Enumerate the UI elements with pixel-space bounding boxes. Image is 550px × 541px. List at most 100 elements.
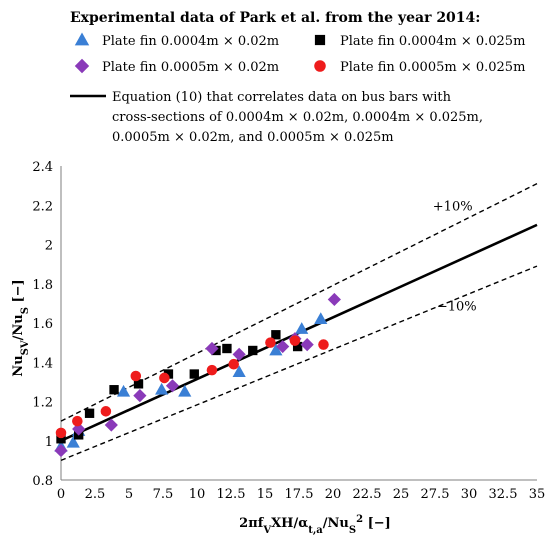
x-tick-label: 15	[257, 487, 274, 502]
data-point-square	[292, 341, 303, 352]
x-tick-label: 5	[125, 487, 133, 502]
axis-label-part: 2πf	[239, 516, 265, 531]
axis-label-part: /Nu	[11, 314, 26, 340]
data-point-square	[189, 369, 199, 379]
legend-heading: Experimental data of Park et al. from th…	[70, 10, 480, 26]
data-point-square	[271, 330, 281, 340]
y-tick-label: 2.2	[32, 199, 53, 214]
y-axis-label: NuSV/NuS [−]	[11, 279, 31, 376]
x-tick-label: 22.5	[353, 487, 382, 502]
y-tick-label: 1.4	[32, 356, 53, 371]
x-axis-label: 2πfVXH/αt,a/NuS2 [−]	[239, 514, 391, 536]
x-tick-label: 0	[57, 487, 65, 502]
axis-label-part: S	[20, 307, 31, 314]
y-tick-label: 2.4	[32, 160, 53, 175]
x-tick-label: 2.5	[85, 487, 106, 502]
legend-item-label-line: Equation (10) that correlates data on bu…	[112, 90, 452, 105]
data-point-square	[222, 343, 232, 354]
legend-item-label: Plate fin 0.0004m × 0.02m	[102, 34, 279, 49]
axis-label-part: [−]	[363, 516, 391, 531]
data-point-circle	[100, 406, 112, 417]
data-point-circle	[72, 415, 83, 427]
data-point-circle	[318, 339, 329, 350]
axis-label-part: V	[262, 525, 271, 536]
x-tick-label: 12.5	[217, 487, 246, 502]
data-point-triangle	[295, 322, 309, 334]
reference-lines	[60, 183, 538, 462]
y-tick-label: 1.2	[32, 396, 53, 411]
data-point-circle	[130, 370, 142, 382]
tolerance-line	[60, 265, 538, 462]
x-tick-label: 30	[461, 487, 478, 502]
x-tick-label: 17.5	[285, 487, 314, 502]
annotation-label: −10%	[437, 299, 477, 314]
data-point-diamond	[327, 292, 341, 307]
x-tick-label: 7.5	[153, 487, 174, 502]
data-point-square	[56, 434, 66, 444]
data-point-square	[109, 385, 119, 395]
data-point-triangle	[314, 312, 328, 325]
data-point-diamond	[165, 379, 180, 393]
data-point-triangle	[232, 365, 246, 378]
data-point-circle	[289, 335, 301, 346]
axis-label-part: XH/α	[271, 516, 308, 531]
data-point-diamond	[300, 337, 314, 352]
y-tick-label: 1.6	[32, 317, 53, 332]
data-point-diamond	[205, 341, 219, 356]
x-tick-label: 20	[325, 487, 342, 502]
legend-items: Plate fin 0.0004m × 0.02m Plate fin 0.000…	[70, 32, 525, 145]
data-point-circle	[55, 427, 67, 439]
axis-label-part: /Nu	[323, 516, 349, 531]
legend-item-label: Plate fin 0.0004m × 0.025m	[340, 34, 525, 49]
data-point-triangle	[269, 343, 283, 356]
axis-label-part: [−]	[11, 279, 26, 307]
axis-label-part: Nu	[11, 355, 26, 376]
x-tick-label: 10	[189, 487, 206, 502]
y-tick-label: 1.8	[32, 278, 53, 293]
data-point-square	[248, 345, 258, 356]
x-tick-label: 32.5	[489, 487, 518, 502]
data-point-circle	[265, 337, 276, 348]
legend-item-label-line: cross-sections of 0.0004m × 0.02m, 0.000…	[112, 110, 483, 125]
x-tick-label: 35	[529, 487, 546, 502]
x-tick-label: 25	[393, 487, 410, 502]
data-point-square	[133, 379, 144, 389]
plot-area: 0.8 1 1.2 1.4 1.6 1.8 2 2.2 2.4 0 2.5 5 7.5 10 12.5 15 1…	[32, 160, 545, 502]
legend-marker-square	[314, 34, 326, 46]
data-point-circle	[228, 358, 239, 370]
data-point-triangle	[155, 382, 169, 395]
data-point-triangle	[66, 435, 80, 448]
legend-marker-triangle	[74, 32, 90, 46]
data-point-diamond	[232, 347, 246, 361]
data-point-diamond	[276, 339, 290, 354]
annotations: +10% −10%	[433, 199, 477, 314]
y-tick-label: 0.8	[32, 474, 53, 489]
legend-item-label: Plate fin 0.0005m × 0.02m	[102, 60, 279, 75]
legend-item-label: Plate fin 0.0005m × 0.025m	[340, 60, 525, 75]
y-tick-label: 1	[45, 435, 53, 450]
axes: 0.8 1 1.2 1.4 1.6 1.8 2 2.2 2.4 0 2.5 5 7.5 10 12.5 15 1…	[32, 160, 545, 502]
data-point-diamond	[104, 418, 118, 432]
data-point-circle	[206, 364, 218, 376]
axis-label-part: t,a	[308, 525, 323, 536]
x-tick-label: 27.5	[421, 487, 450, 502]
annotation-label: +10%	[433, 199, 473, 214]
legend-item-label-line: 0.0005m × 0.02m, and 0.0005m × 0.025m	[112, 130, 394, 145]
data-point-diamond	[133, 389, 147, 403]
data-point-triangle	[116, 384, 131, 397]
axis-label-part: 2	[356, 514, 363, 525]
axis-label-part: S	[349, 525, 356, 536]
data-point-diamond	[54, 443, 68, 458]
data-points	[54, 292, 341, 458]
legend-marker-circle	[314, 60, 326, 72]
y-tick-label: 2	[45, 239, 53, 254]
data-point-square	[84, 408, 95, 418]
axis-label-part: SV	[20, 340, 31, 355]
data-point-diamond	[72, 422, 86, 436]
legend-marker-diamond	[74, 58, 90, 74]
legend: Experimental data of Park et al. from th…	[70, 10, 525, 145]
data-point-triangle	[178, 384, 192, 397]
data-point-circle	[159, 372, 170, 384]
data-point-square	[163, 369, 174, 379]
